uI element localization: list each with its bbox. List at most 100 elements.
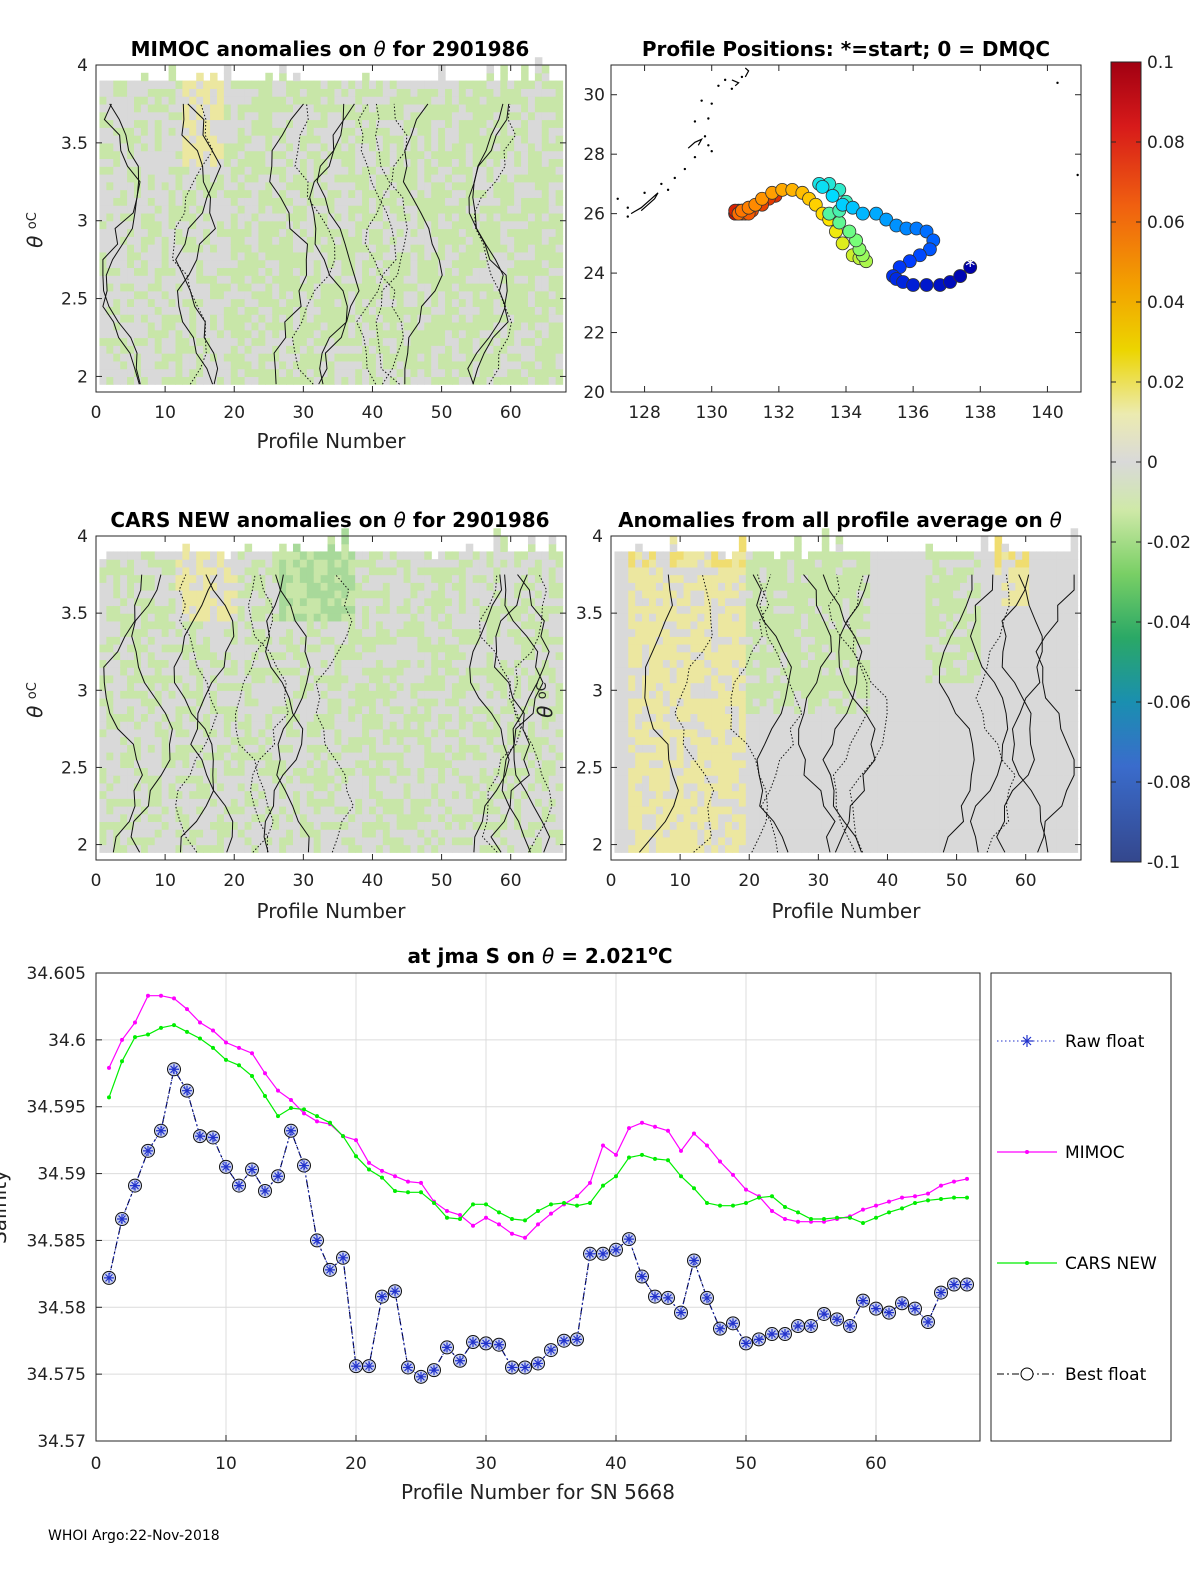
heatmap-cell xyxy=(458,329,467,339)
heatmap-cell xyxy=(458,306,467,315)
heatmap-cell xyxy=(410,690,418,699)
heatmap-cell xyxy=(106,189,114,198)
heatmap-cell xyxy=(306,205,315,214)
heatmap-cell xyxy=(306,744,315,753)
heatmap-cell xyxy=(313,836,322,846)
heatmap-cell xyxy=(507,205,515,214)
heatmap-cell xyxy=(369,844,377,853)
heatmap-cell xyxy=(196,80,204,89)
heatmap-cell xyxy=(334,844,342,853)
heatmap-cell xyxy=(140,636,149,645)
heatmap-cell xyxy=(327,829,336,838)
heatmap-cell xyxy=(210,806,218,815)
heatmap-cell xyxy=(106,353,114,362)
heatmap-cell xyxy=(286,620,294,630)
heatmap-cell xyxy=(175,345,183,354)
heatmap-cell xyxy=(334,298,342,307)
heatmap-cell xyxy=(527,329,536,339)
heatmap-cell xyxy=(265,566,273,576)
heatmap-cell xyxy=(458,728,467,738)
heatmap-cell xyxy=(168,752,177,761)
heatmap-cell xyxy=(127,174,135,183)
x-tick-label: 10 xyxy=(154,403,176,423)
heatmap-cell xyxy=(375,220,384,230)
heatmap-cell xyxy=(210,197,218,206)
heatmap-cell xyxy=(279,636,287,645)
heatmap-cell xyxy=(175,574,183,583)
heatmap-cell xyxy=(445,345,453,354)
heatmap-cell xyxy=(147,158,156,167)
heatmap-cell xyxy=(210,103,218,113)
mimoc-heatmap xyxy=(99,57,564,385)
heatmap-cell xyxy=(251,88,260,97)
heatmap-cell xyxy=(403,844,412,853)
heatmap-cell xyxy=(286,298,294,307)
heatmap-cell xyxy=(334,111,342,121)
heatmap-cell xyxy=(355,559,363,568)
heatmap-cell xyxy=(99,189,107,198)
heatmap-cell xyxy=(410,597,418,607)
heatmap-cell xyxy=(120,782,128,792)
heatmap-cell xyxy=(369,698,377,707)
heatmap-cell xyxy=(431,767,439,776)
heatmap-cell xyxy=(223,220,232,230)
heatmap-cell xyxy=(196,682,204,691)
heatmap-cell xyxy=(147,283,156,292)
heatmap-cell xyxy=(244,667,253,676)
heatmap-cell xyxy=(279,368,287,378)
heatmap-cell xyxy=(521,166,529,175)
heatmap-cell xyxy=(521,197,529,206)
heatmap-cell xyxy=(237,283,246,292)
heatmap-cell xyxy=(272,690,280,699)
heatmap-cell xyxy=(106,713,114,722)
heatmap-cell xyxy=(272,321,280,331)
heatmap-cell xyxy=(210,174,218,183)
heatmap-cell xyxy=(127,821,135,830)
heatmap-cell xyxy=(279,290,287,300)
heatmap-cell xyxy=(279,181,287,191)
heatmap-cell xyxy=(306,298,315,307)
heatmap-cell xyxy=(106,212,114,222)
heatmap-cell xyxy=(362,659,370,668)
heatmap-cell xyxy=(189,251,197,261)
heatmap-cell xyxy=(154,782,163,792)
heatmap-cell xyxy=(106,142,114,152)
heatmap-cell xyxy=(237,659,246,668)
heatmap-cell xyxy=(140,189,149,198)
heatmap-cell xyxy=(410,759,418,769)
heatmap-cell xyxy=(216,744,225,753)
x-tick-label: 20 xyxy=(223,403,245,423)
heatmap-cell xyxy=(493,158,501,167)
heatmap-cell xyxy=(548,166,557,175)
heatmap-cell xyxy=(216,620,225,630)
heatmap-cell xyxy=(168,251,177,261)
profile-position-marker xyxy=(845,200,860,215)
heatmap-cell xyxy=(507,228,515,237)
heatmap-cell xyxy=(555,189,564,198)
heatmap-cell xyxy=(272,267,280,276)
heatmap-cell xyxy=(168,821,177,830)
heatmap-cell xyxy=(182,306,190,315)
heatmap-cell xyxy=(410,275,418,284)
heatmap-cell xyxy=(237,376,246,385)
heatmap-cell xyxy=(292,659,301,668)
heatmap-cell xyxy=(161,275,170,284)
heatmap-cell xyxy=(182,189,190,198)
heatmap-cell xyxy=(230,376,239,385)
heatmap-cell xyxy=(438,259,446,269)
heatmap-cell xyxy=(431,259,439,269)
heatmap-cell xyxy=(472,574,481,583)
heatmap-cell xyxy=(127,782,135,792)
heatmap-cell xyxy=(182,212,190,222)
heatmap-cell xyxy=(327,212,336,222)
heatmap-cell xyxy=(410,613,418,622)
heatmap-cell xyxy=(334,290,342,300)
heatmap-cell xyxy=(299,96,308,105)
heatmap-cell xyxy=(134,244,142,253)
heatmap-cell xyxy=(210,690,218,699)
heatmap-cell xyxy=(320,174,329,183)
heatmap-cell xyxy=(237,96,246,105)
heatmap-cell xyxy=(99,103,107,113)
heatmap-cell xyxy=(306,613,315,622)
heatmap-cell xyxy=(445,813,453,823)
